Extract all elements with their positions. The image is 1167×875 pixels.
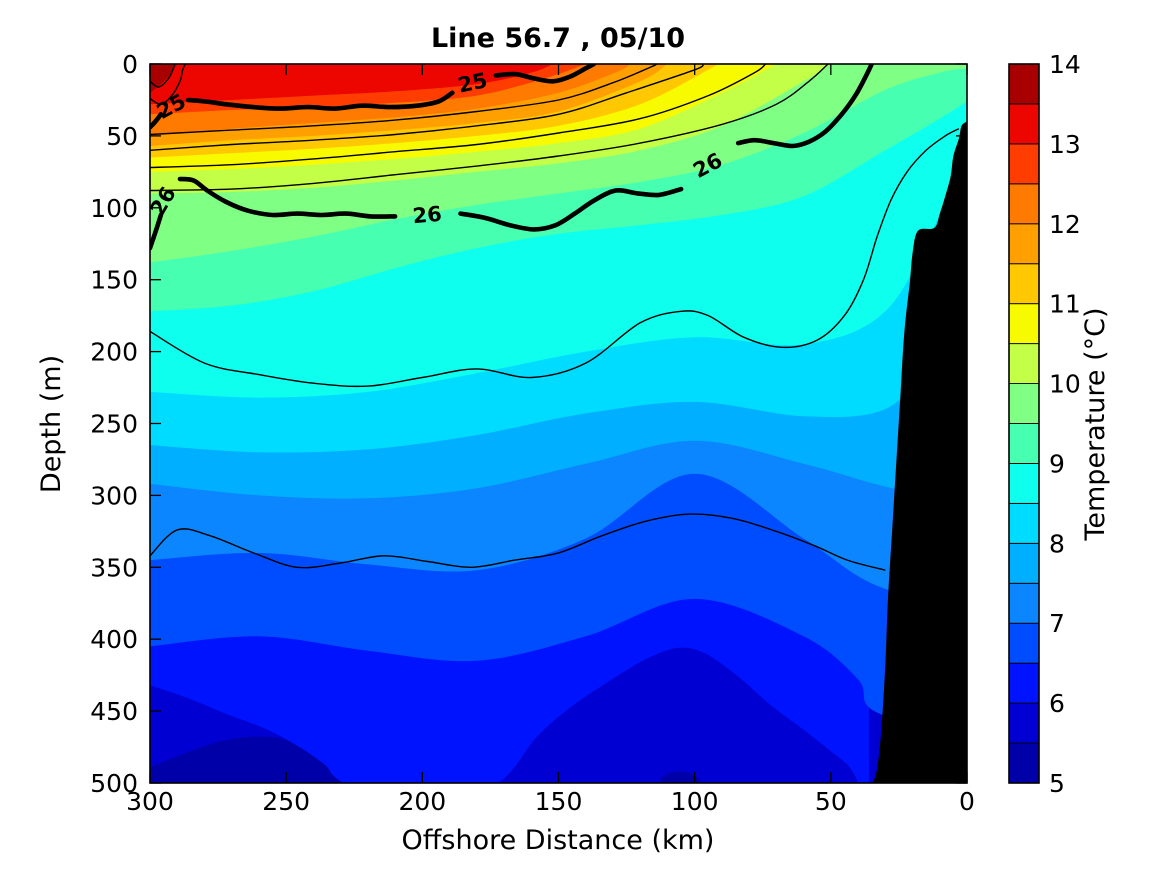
colorbar-tick-label: 9: [1049, 449, 1065, 478]
x-axis-label: Offshore Distance (km): [402, 825, 715, 856]
colorbar-tick-label: 6: [1049, 689, 1065, 718]
y-tick-label: 150: [90, 266, 138, 295]
y-tick-label: 450: [90, 697, 138, 726]
isotherm-fill-5.5: [150, 736, 700, 783]
density-contour-thick-26: [150, 212, 164, 251]
plot-title: Line 56.7 , 05/10: [431, 23, 685, 54]
colorbar-tick-label: 7: [1049, 609, 1065, 638]
colorbar-segment: [1008, 662, 1040, 704]
colorbar-segment: [1008, 502, 1040, 544]
density-contour-thin-26.4: [150, 513, 886, 571]
colorbar-segment: [1008, 63, 1040, 105]
colorbar-segment: [1008, 622, 1040, 664]
x-tick-label: 150: [535, 787, 583, 816]
x-tick-label: 250: [262, 787, 310, 816]
x-tick-label: 300: [126, 787, 174, 816]
colorbar: 5 6 7 8 9 10 11 12 13 14: [1008, 50, 1081, 798]
y-tick-label: 250: [90, 410, 138, 439]
density-contour-thin-24.6: [150, 64, 176, 88]
bathymetry-land: [873, 121, 967, 783]
colorbar-segment: [1008, 103, 1040, 145]
density-contour-thin-25.8: [150, 64, 829, 192]
colorbar-segment: [1008, 183, 1040, 225]
colorbar-segment: [1008, 223, 1040, 265]
colorbar-segment: [1008, 702, 1040, 744]
density-contour-thick-26: [735, 64, 874, 149]
x-tick-label: 50: [815, 787, 847, 816]
colorbar-tick-label: 11: [1049, 290, 1081, 319]
colorbar-tick-label: 12: [1049, 210, 1081, 239]
y-axis-label: Depth (m): [36, 355, 67, 493]
density-contour-thin-24.8: [150, 64, 187, 105]
colorbar-segment: [1008, 742, 1040, 784]
colorbar-segment: [1008, 542, 1040, 584]
isotherm-fill-13.5: [150, 64, 178, 93]
isotherm-fill-13: [150, 64, 554, 105]
colorbar-tick-label: 13: [1049, 130, 1081, 159]
colorbar-tick-label: 5: [1049, 769, 1065, 798]
y-tick-label: 100: [90, 194, 138, 223]
colorbar-segment: [1008, 462, 1040, 504]
y-tick-label: 400: [90, 625, 138, 654]
y-tick-label: 300: [90, 481, 138, 510]
colorbar-segment: [1008, 143, 1040, 185]
density-contour-thin-25.2: [150, 64, 658, 136]
x-tick-label: 200: [398, 787, 446, 816]
contour-label-25: 25: [456, 68, 490, 98]
contour-label-26: 26: [412, 202, 443, 228]
x-tick-label: 100: [671, 787, 719, 816]
density-contour-layer: [150, 64, 960, 571]
density-contour-thick-25: [493, 64, 597, 84]
y-tick-label: 50: [106, 122, 138, 151]
density-contour-thin-25.4: [150, 64, 704, 151]
colorbar-tick-label: 10: [1049, 370, 1081, 399]
y-tick-label: 0: [122, 50, 138, 79]
colorbar-label: Temperature (°C): [1080, 307, 1111, 541]
density-contour-thick-25: [185, 90, 455, 111]
density-contour-thin-26.2: [150, 128, 960, 388]
colorbar-tick-label: 8: [1049, 529, 1065, 558]
x-tick-label: 0: [959, 787, 975, 816]
colorbar-segment: [1008, 303, 1040, 345]
y-tick-label: 350: [90, 553, 138, 582]
axes-layer: 300 250 200 150 100 50 00501001502002503003504…: [90, 50, 975, 816]
colorbar-segment: [1008, 582, 1040, 624]
density-contour-thin-25.6: [150, 64, 766, 169]
density-contour-thick-25: [150, 112, 164, 130]
colorbar-tick-label: 14: [1049, 50, 1081, 79]
colorbar-segment: [1008, 423, 1040, 464]
density-contour-thick-26: [177, 176, 398, 219]
y-tick-label: 500: [90, 769, 138, 798]
colorbar-segment: [1008, 383, 1040, 424]
density-contour-thick-26: [458, 186, 684, 232]
y-tick-label: 200: [90, 338, 138, 367]
temperature-fill-layer: [150, 64, 967, 783]
colorbar-frame: [1008, 63, 1040, 784]
colorbar-segment: [1008, 343, 1040, 385]
colorbar-segment: [1008, 263, 1040, 305]
